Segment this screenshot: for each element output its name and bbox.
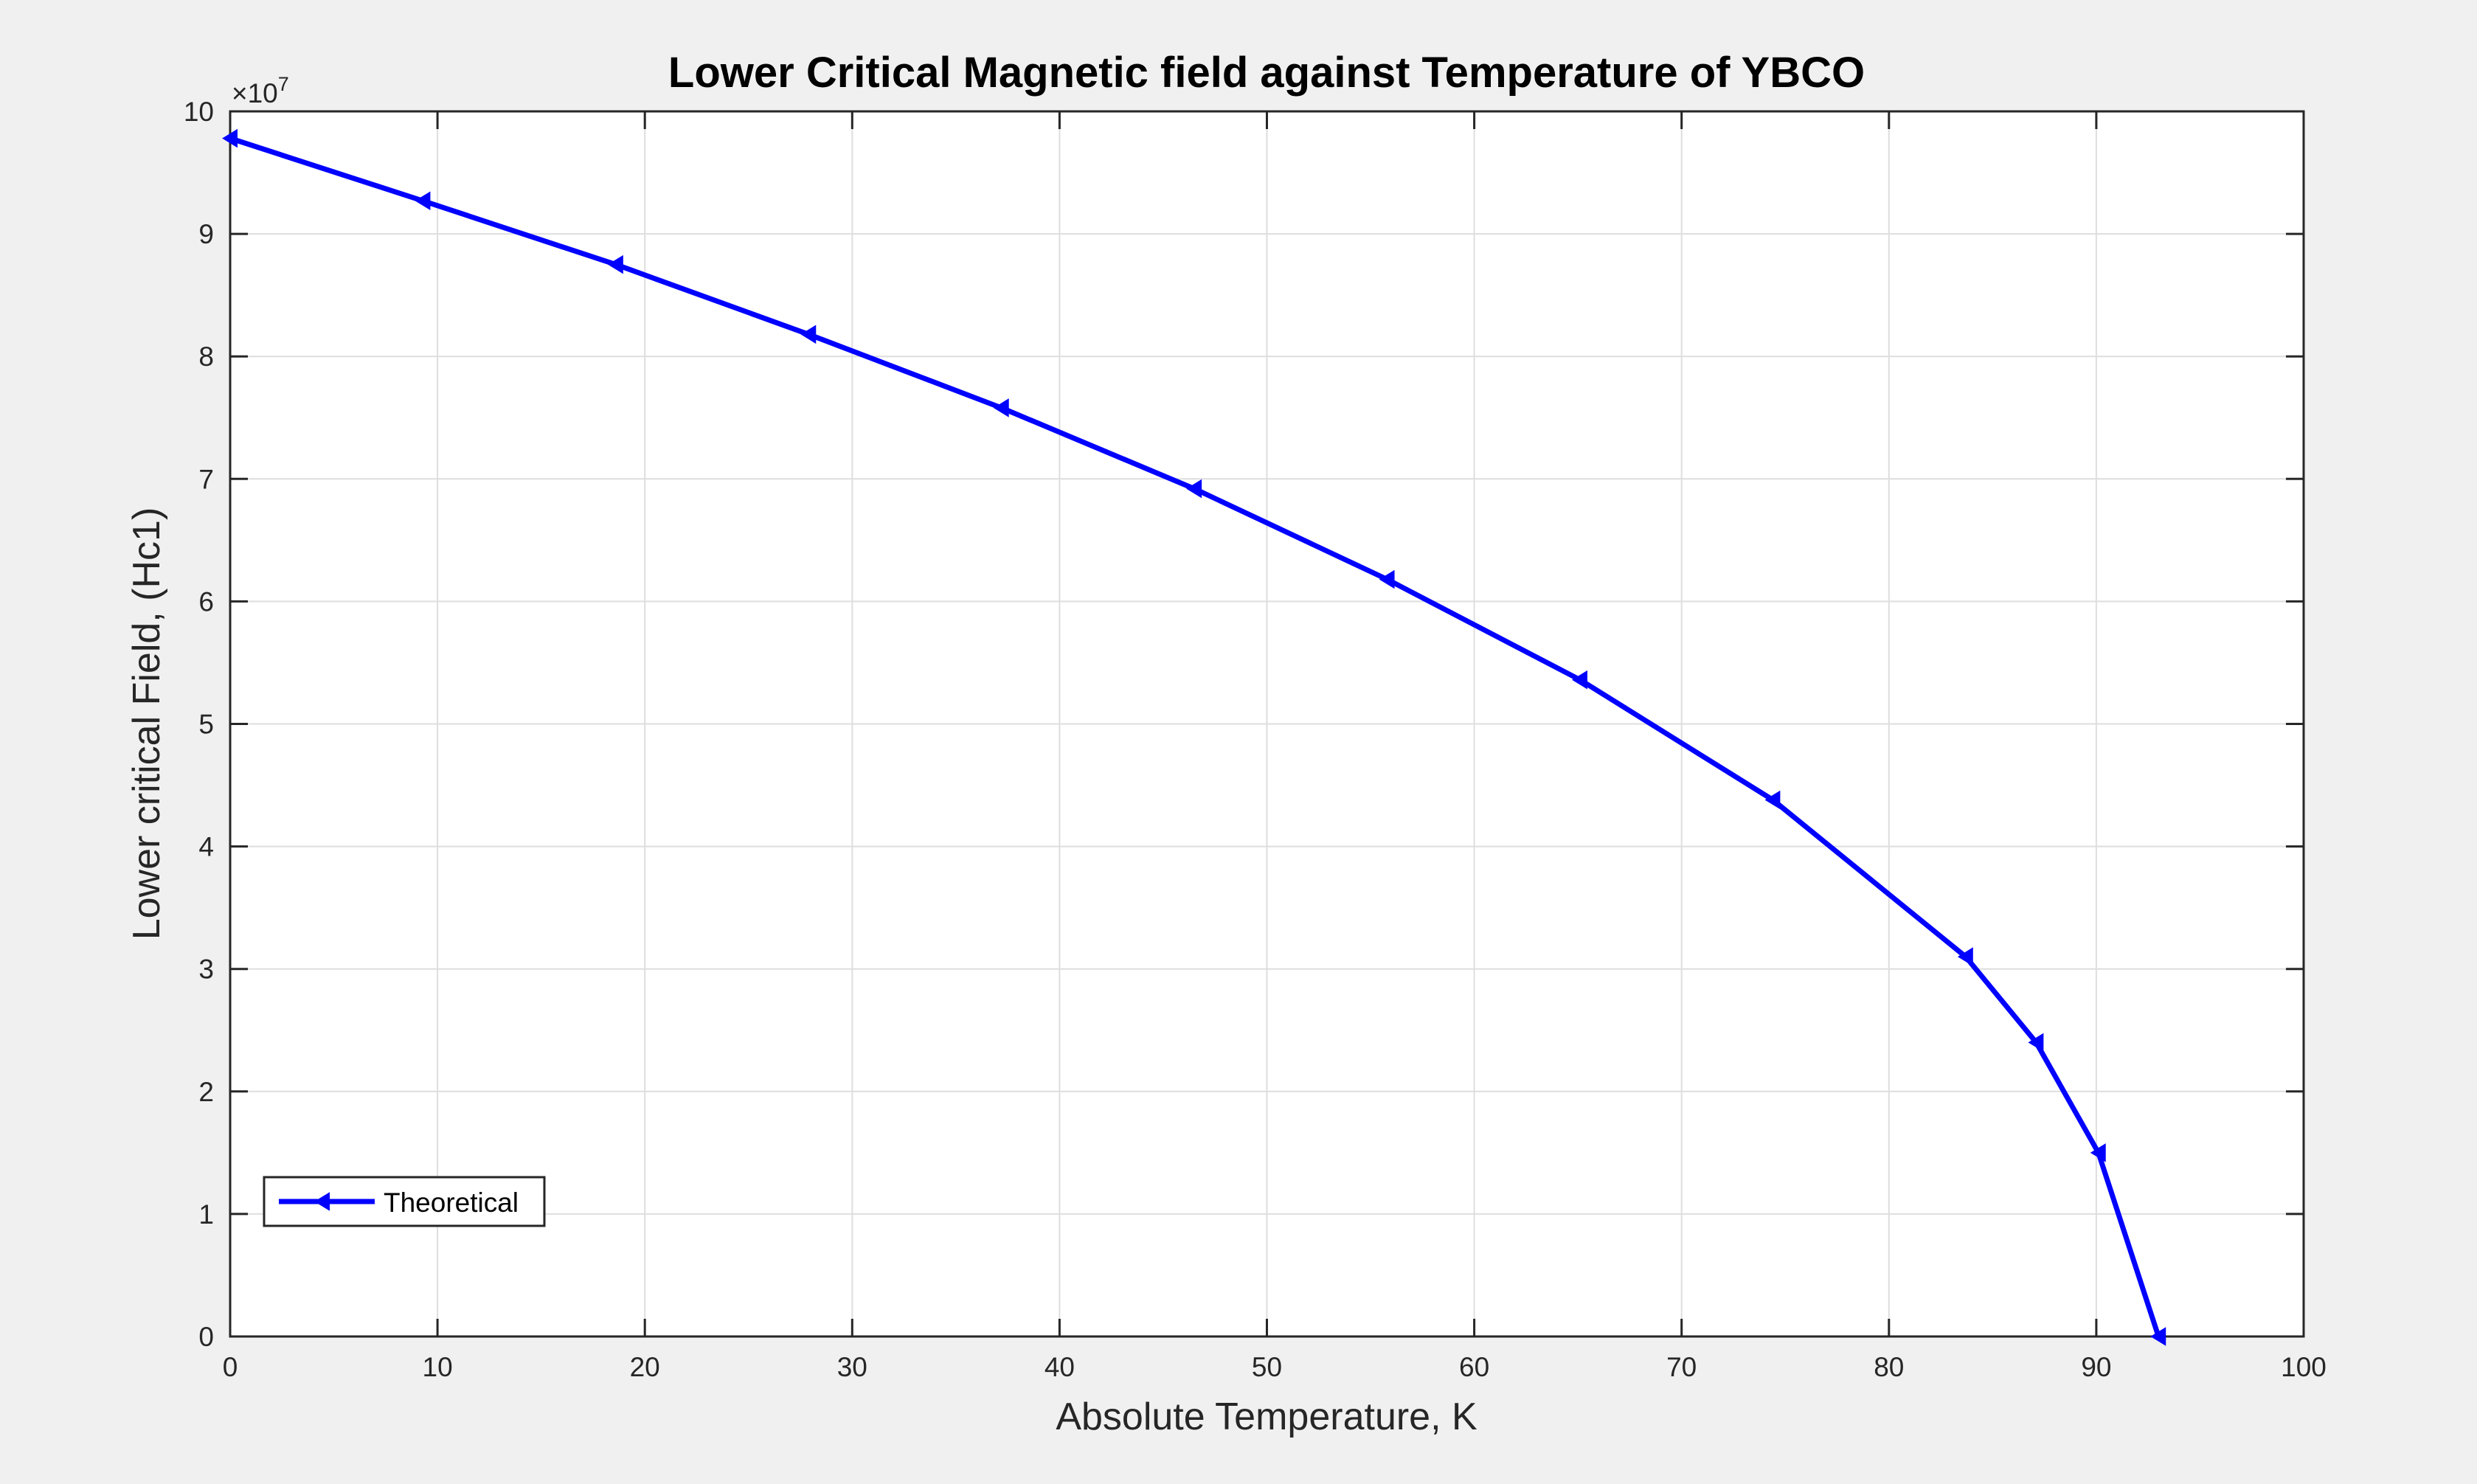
y-tick-label: 2 [198, 1077, 214, 1107]
y-exponent: ×107 [232, 73, 289, 108]
y-tick-label: 0 [198, 1322, 214, 1352]
data-point-marker [1572, 670, 1587, 690]
x-tick-label: 50 [1252, 1352, 1282, 1382]
x-tick-label: 60 [1459, 1352, 1489, 1382]
chart-title: Lower Critical Magnetic field against Te… [668, 49, 1865, 97]
data-point-marker [993, 398, 1009, 417]
y-tick-label: 4 [198, 832, 214, 862]
x-tick-label: 90 [2081, 1352, 2111, 1382]
x-tick-label: 10 [423, 1352, 453, 1382]
x-axis-ticks [229, 111, 2305, 1336]
x-tick-label: 70 [1666, 1352, 1697, 1382]
data-point-marker [1957, 947, 1973, 966]
y-axis-ticks [230, 110, 2304, 1338]
y-tick-label: 1 [198, 1199, 214, 1230]
data-point-marker [607, 254, 623, 274]
x-tick-label: 80 [1874, 1352, 1904, 1382]
x-tick-labels: 0 10 20 30 40 50 60 70 80 90 100 [223, 1352, 2327, 1382]
legend-entry-theoretical: Theoretical [384, 1187, 519, 1218]
y-tick-label: 8 [198, 341, 214, 372]
x-tick-label: 100 [2281, 1352, 2327, 1382]
y-gridlines [230, 233, 2304, 1215]
x-tick-label: 20 [630, 1352, 660, 1382]
y-exponent-base: ×10 [232, 78, 278, 108]
data-point-marker [2150, 1327, 2166, 1346]
data-point-marker [800, 325, 817, 344]
legend[interactable]: Theoretical [263, 1176, 546, 1227]
legend-marker-sample [314, 1192, 330, 1211]
data-point-marker [222, 128, 238, 148]
y-tick-labels: 0 1 2 3 4 5 6 7 8 9 10 [184, 97, 214, 1352]
y-tick-label: 6 [198, 586, 214, 617]
x-tick-label: 0 [223, 1352, 238, 1382]
y-tick-label: 7 [198, 464, 214, 494]
data-point-marker [1764, 790, 1781, 810]
x-tick-label: 30 [837, 1352, 867, 1382]
y-tick-label: 10 [184, 97, 214, 127]
y-exponent-power: 7 [278, 73, 289, 95]
data-point-marker [2028, 1033, 2044, 1053]
y-axis-label: Lower critical Field, (Hc1) [125, 507, 168, 940]
y-tick-label: 3 [198, 954, 214, 985]
x-axis-label: Absolute Temperature, K [1056, 1395, 1477, 1438]
data-point-marker [2090, 1143, 2106, 1162]
data-point-marker [1186, 479, 1202, 499]
y-tick-label: 9 [198, 219, 214, 249]
data-point-marker [1379, 569, 1395, 589]
x-tick-label: 40 [1045, 1352, 1075, 1382]
y-tick-label: 5 [198, 710, 214, 740]
data-point-marker [415, 191, 431, 211]
series-theoretical [222, 128, 2166, 1346]
